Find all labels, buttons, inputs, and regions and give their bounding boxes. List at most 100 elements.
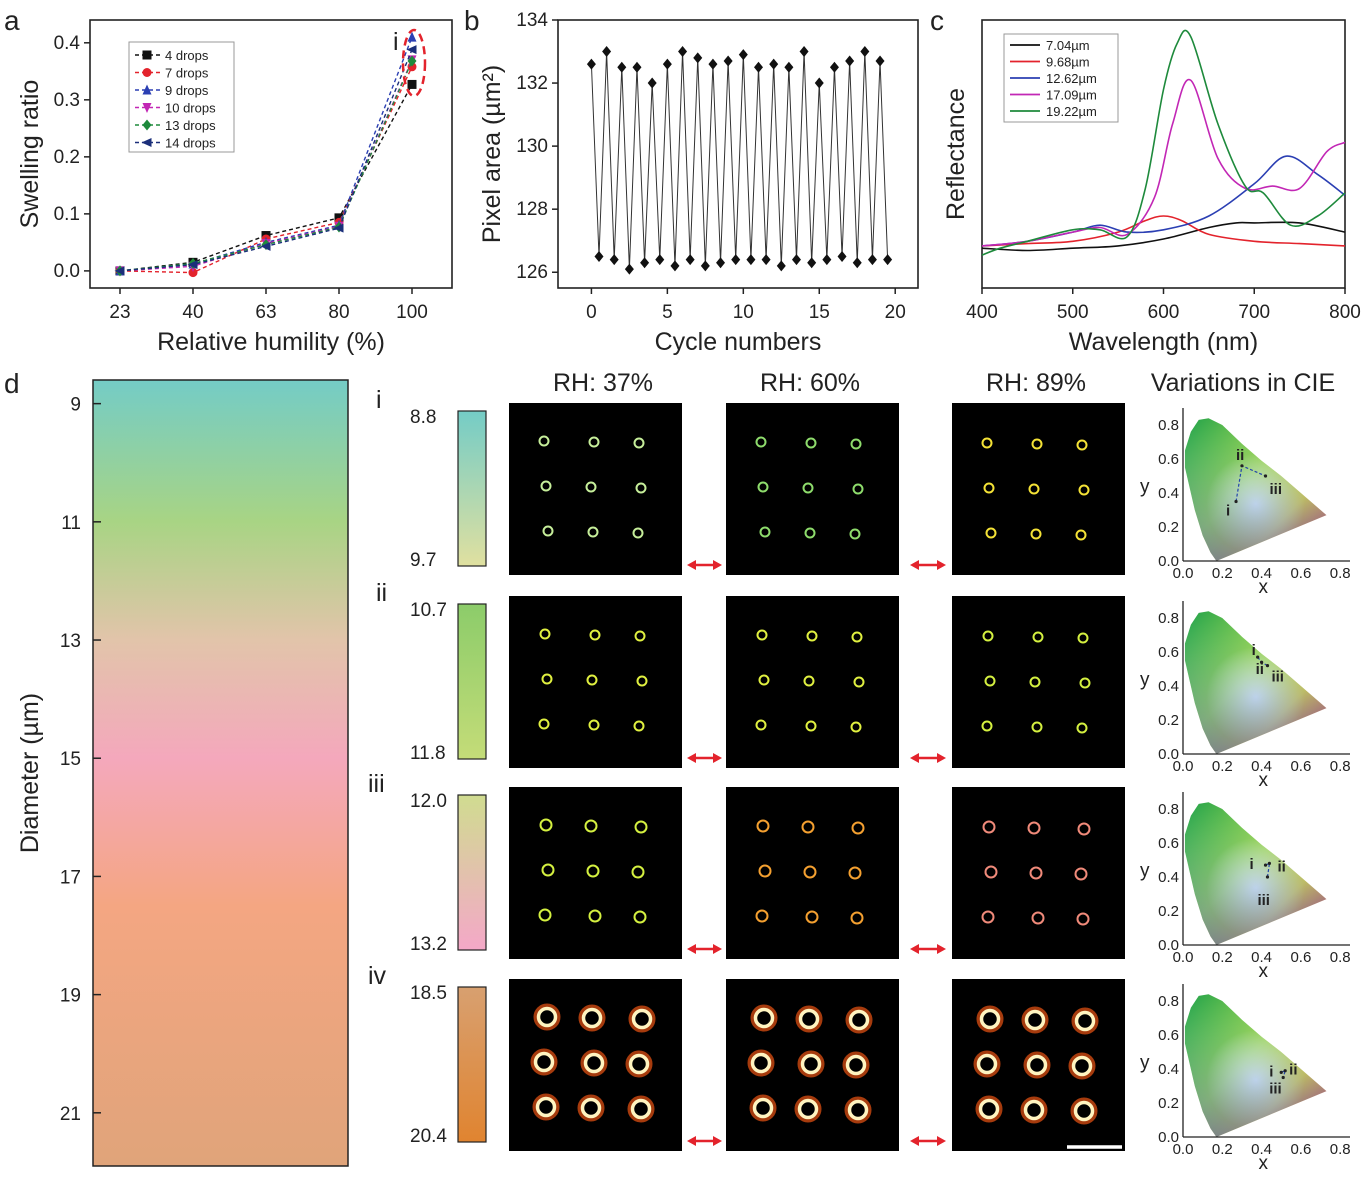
legend-label: 12.62µm bbox=[1046, 71, 1097, 86]
droplet-glow bbox=[749, 1094, 777, 1122]
micrograph bbox=[952, 979, 1125, 1151]
data-point bbox=[609, 254, 619, 266]
droplet-ring bbox=[633, 437, 645, 449]
y-tick-label: 132 bbox=[516, 73, 548, 94]
x-tick-label: 10 bbox=[733, 302, 754, 323]
cie-point-label: i bbox=[1250, 856, 1254, 873]
x-tick-label: 700 bbox=[1238, 302, 1270, 323]
x-tick-label: 100 bbox=[396, 302, 428, 323]
data-point bbox=[617, 61, 627, 73]
droplet-ring bbox=[588, 909, 602, 923]
droplet-glow bbox=[794, 1095, 822, 1123]
droplet-ring bbox=[634, 630, 646, 642]
series-line-1 bbox=[981, 215, 1346, 247]
cie-y-label: y bbox=[1140, 1053, 1150, 1074]
droplet-glow bbox=[975, 1095, 1003, 1123]
cie-x-tick-label: 0.2 bbox=[1212, 949, 1233, 966]
cie-point-label: i bbox=[1252, 642, 1256, 659]
row-colorbar-bottom: 13.2 bbox=[410, 934, 447, 955]
cie-x-tick-label: 0.0 bbox=[1173, 949, 1194, 966]
droplet-ring bbox=[1077, 632, 1089, 644]
cie-x-tick-label: 0.2 bbox=[1212, 565, 1233, 582]
data-point bbox=[602, 46, 612, 58]
arrow-head-left bbox=[687, 944, 696, 954]
legend-label: 9.68µm bbox=[1046, 55, 1090, 70]
cie-x-tick-label: 0.2 bbox=[1212, 1141, 1233, 1158]
cie-x-tick-label: 0.4 bbox=[1251, 758, 1272, 775]
cie-point-label: ii bbox=[1277, 858, 1285, 875]
droplet-ring bbox=[805, 910, 819, 924]
micrograph bbox=[726, 403, 899, 575]
droplet-ring bbox=[1031, 911, 1045, 925]
cie-point-label: iii bbox=[1270, 481, 1283, 498]
cie-point-label: ii bbox=[1236, 447, 1244, 464]
droplet-ring bbox=[584, 819, 598, 833]
micrograph bbox=[509, 403, 682, 575]
x-axis-label: Cycle numbers bbox=[655, 328, 822, 356]
x-tick-label: 800 bbox=[1329, 302, 1361, 323]
droplet-ring bbox=[533, 1051, 555, 1073]
cie-blue-region bbox=[1184, 994, 1327, 1137]
data-point bbox=[187, 260, 198, 270]
droplet-glow bbox=[797, 1050, 825, 1078]
data-point bbox=[333, 223, 344, 233]
droplet-ring bbox=[756, 819, 770, 833]
data-point bbox=[647, 77, 657, 89]
x-tick-label: 0 bbox=[586, 302, 597, 323]
diameter-colorbar bbox=[92, 379, 349, 1167]
cie-y-tick-label: 0.0 bbox=[1158, 553, 1179, 570]
droplet-ring bbox=[752, 1097, 774, 1119]
droplet-glow bbox=[750, 1004, 778, 1032]
droplet-ring bbox=[805, 720, 817, 732]
cie-x-tick-label: 0.8 bbox=[1330, 565, 1351, 582]
droplet-ring bbox=[758, 674, 770, 686]
droplet-glow bbox=[1020, 1096, 1048, 1124]
data-point bbox=[784, 61, 794, 73]
cie-point bbox=[1267, 861, 1272, 866]
cie-x-tick-label: 0.6 bbox=[1290, 949, 1311, 966]
droplet-ring bbox=[800, 1053, 822, 1075]
legend-label: 14 drops bbox=[165, 136, 216, 151]
droplet-ring bbox=[633, 910, 647, 924]
cie-point bbox=[1283, 1069, 1287, 1073]
droplet-ring bbox=[1076, 912, 1090, 926]
cie-point bbox=[1265, 664, 1270, 668]
droplet-ring bbox=[588, 719, 600, 731]
droplet-ring bbox=[540, 480, 552, 492]
micrograph bbox=[509, 979, 682, 1151]
droplet-ring bbox=[804, 527, 816, 539]
legend-label: 13 drops bbox=[165, 118, 216, 133]
reversible-arrow bbox=[910, 560, 946, 570]
legend-label: 4 drops bbox=[165, 48, 209, 63]
x-axis-label: Wavelength (nm) bbox=[1069, 328, 1258, 356]
droplet-ring bbox=[981, 720, 993, 732]
cie-y-tick-label: 0.6 bbox=[1158, 451, 1179, 468]
droplet-ring bbox=[586, 864, 600, 878]
legend-marker bbox=[142, 84, 152, 95]
cie-x-tick-label: 0.6 bbox=[1290, 1141, 1311, 1158]
annotation-label: i bbox=[393, 28, 399, 56]
legend-label: 17.09µm bbox=[1046, 88, 1097, 103]
droplet-glow bbox=[1023, 1051, 1051, 1079]
legend-marker bbox=[142, 103, 152, 113]
data-point bbox=[807, 257, 817, 269]
row-label: iii bbox=[368, 770, 385, 798]
data-point bbox=[754, 61, 764, 73]
data-point bbox=[586, 58, 596, 70]
droplet-glow bbox=[747, 1049, 775, 1077]
data-point bbox=[114, 266, 125, 276]
droplet-ring bbox=[542, 525, 554, 537]
droplet-ring bbox=[635, 482, 647, 494]
droplet-ring bbox=[1073, 1100, 1095, 1122]
cie-y-tick-label: 0.0 bbox=[1158, 746, 1179, 763]
row-colorbar-bottom: 9.7 bbox=[410, 550, 436, 571]
data-point bbox=[662, 58, 672, 70]
data-point bbox=[883, 254, 893, 266]
row-label: ii bbox=[376, 579, 387, 607]
row-colorbar-top: 18.5 bbox=[410, 983, 447, 1004]
droplet-ring bbox=[581, 1007, 603, 1029]
cie-y-tick-label: 0.6 bbox=[1158, 1027, 1179, 1044]
